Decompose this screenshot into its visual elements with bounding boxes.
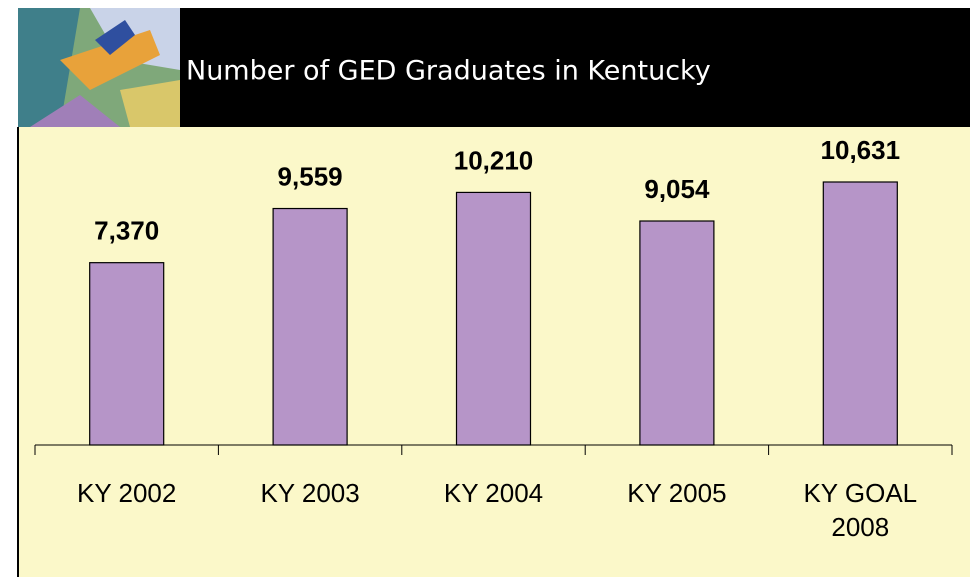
bar (272, 207, 348, 446)
bar (822, 181, 898, 446)
x-tick-label: KY GOAL 2008 (803, 478, 918, 542)
bar (639, 220, 715, 446)
value-label: 10,631 (821, 135, 901, 165)
header-illustration (18, 8, 180, 127)
x-tick-label: KY 2002 (77, 478, 177, 508)
x-tick-label: KY 2005 (627, 478, 727, 508)
x-tick-label: KY 2004 (443, 478, 544, 508)
value-label: 9,054 (644, 174, 710, 204)
bar (89, 262, 165, 446)
chart-title: Number of GED Graduates in Kentucky (186, 56, 711, 87)
value-label: 7,370 (94, 216, 159, 246)
value-label: 10,210 (454, 145, 534, 175)
bar (455, 191, 532, 446)
value-label: 9,559 (278, 161, 343, 191)
x-tick-label: KY 2003 (260, 478, 360, 508)
